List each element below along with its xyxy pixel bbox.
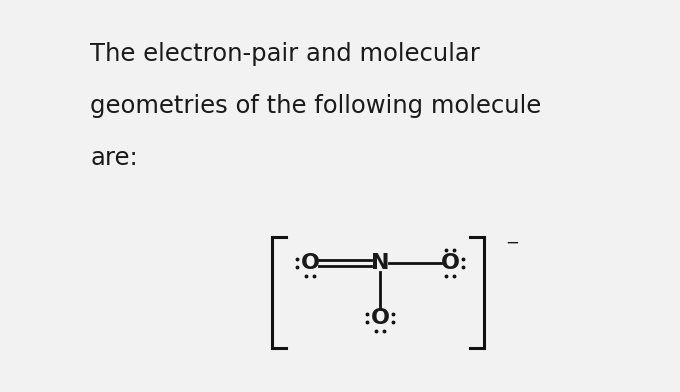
Text: O: O — [371, 308, 390, 328]
Text: $-$: $-$ — [505, 233, 519, 251]
Text: geometries of the following molecule: geometries of the following molecule — [90, 94, 541, 118]
Text: O: O — [441, 253, 460, 273]
Text: O: O — [301, 253, 320, 273]
Text: The electron-pair and molecular: The electron-pair and molecular — [90, 42, 480, 66]
Text: are:: are: — [90, 146, 138, 170]
Text: N: N — [371, 253, 389, 273]
